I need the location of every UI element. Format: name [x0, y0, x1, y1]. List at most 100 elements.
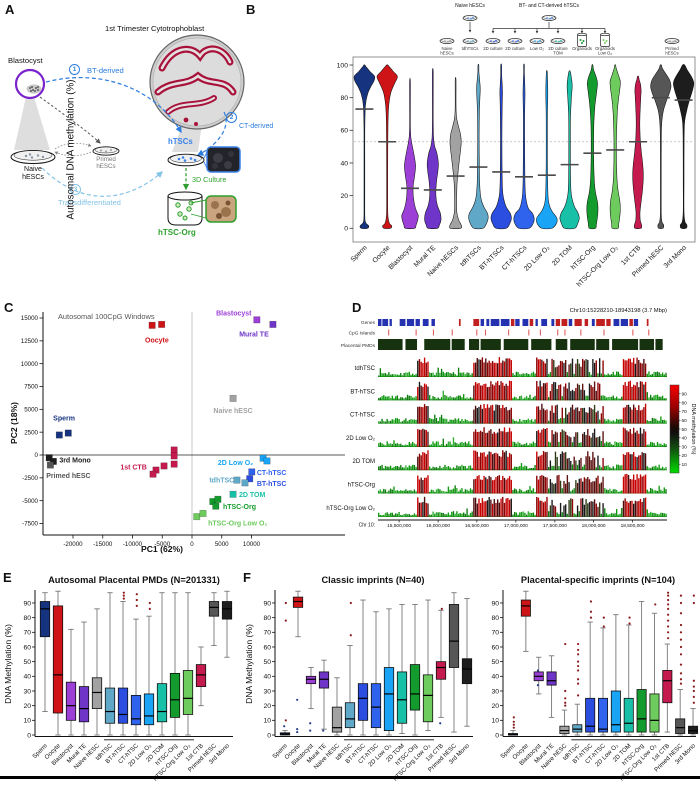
pca-label-BT-hTSC: BT-hTSC [257, 481, 287, 488]
box-outlier [512, 720, 515, 723]
genome-xtick: 16,000,000 [426, 523, 450, 529]
track-label-tdhTSC: tdhTSC [355, 366, 376, 372]
box-outlier [679, 663, 683, 666]
box-outlier [679, 638, 683, 641]
cpg-island-tick [580, 329, 582, 336]
panel-f-boxplots: 0102030405060708090SpermOocyteBlastocyst… [263, 590, 699, 782]
box-3rd Mono [688, 725, 699, 734]
box-outlier [309, 729, 312, 732]
box-outlier [284, 619, 287, 622]
box-2D TOM [156, 683, 168, 723]
cpg-island-tick [451, 329, 453, 336]
panel-d-letter: D [352, 300, 362, 315]
panel-f-ylabel: DNA Methylation (%) [244, 624, 254, 704]
gene-block [555, 319, 561, 326]
gene-block [541, 319, 548, 326]
box-hTSC-Org [169, 672, 181, 718]
box-outlier [692, 679, 695, 682]
pca-point-Naive hESC [229, 394, 237, 402]
colorbar-tick: 10 [682, 462, 688, 468]
pca-label-Sperm: Sperm [53, 415, 75, 422]
violin-ytick: 0 [344, 226, 348, 233]
genome-row-label: Genes [361, 320, 376, 326]
pca-label-3rd Mono: 3rd Mono [59, 457, 91, 464]
violin-BT-hTSCs [490, 63, 512, 230]
panel-f-classic-title: Classic imprints (N=40) [321, 575, 425, 585]
projection-cone-villous [172, 124, 202, 152]
track-label-hTSC-Org Low O₂: hTSC-Org Low O₂ [326, 506, 375, 512]
box-tdhTSC [344, 702, 356, 729]
violin-Naive hESCs [449, 77, 463, 229]
violin-hTSC-Org Low O₂ [609, 64, 621, 230]
placental-pmd-block [555, 339, 568, 350]
box-ytick: 30 [23, 688, 31, 695]
box-outlier [577, 694, 580, 697]
pca-xtick: 10000 [243, 541, 261, 548]
box-outlier [148, 607, 151, 610]
pca-point-Oocyte [158, 320, 166, 328]
cpg-island-tick [415, 329, 417, 336]
pca-ytick: 2500 [24, 429, 38, 436]
box-outlier [667, 598, 670, 602]
panel-f-letter: F [243, 570, 251, 585]
header-jar [577, 34, 587, 47]
pca-point-BT-hTSC [246, 475, 254, 483]
box-1st CTB [662, 670, 673, 704]
header-bottom-label: 2D culture [483, 46, 503, 51]
box-outlier [577, 648, 580, 652]
box-outlier [692, 601, 695, 605]
box-ytick: 60 [263, 644, 271, 651]
box-2D TOM [623, 697, 634, 733]
box-outlier [679, 682, 683, 685]
box-Naive hESC [91, 677, 103, 709]
panel-c-pca-chart: -20000 -15000 -10000 -5000 0 5000 10000 -7500 -5… [21, 310, 345, 548]
header-jar [600, 34, 610, 47]
box-ytick: 30 [491, 688, 499, 695]
panel-e-ylabel: DNA Methylation (%) [3, 624, 13, 704]
pca-point-1st CTB [160, 462, 168, 470]
box-Mural TE [318, 671, 330, 689]
box-Primed hESC [208, 601, 220, 617]
projection-cone-blastocyst [14, 97, 50, 150]
panel-c-xlabel: PC1 (62%) [140, 544, 184, 554]
transdifferentiated-arrow [41, 167, 163, 197]
pca-label-tdhTSC: tdhTSC [209, 477, 234, 484]
box-1st CTB [435, 661, 447, 680]
box-outlier [135, 604, 138, 608]
genome-row-label: CpG Islands [349, 331, 376, 337]
cpg-island-tick [476, 329, 478, 336]
gene-block [473, 319, 480, 326]
cpg-island-tick [528, 329, 530, 336]
gene-block [535, 319, 538, 326]
box-ytick: 70 [263, 630, 271, 637]
header-bottom-label: TOM [553, 51, 563, 56]
violin-xlabel: Blastocyst [388, 244, 415, 271]
header-top-label: Naive hESCs [455, 3, 485, 9]
gene-block [486, 319, 490, 326]
pca-ytick: 0 [35, 452, 39, 459]
colorbar-tick: 40 [682, 436, 688, 442]
box-outlier [577, 669, 580, 672]
cpg-island-tick [432, 329, 435, 336]
box-outlier [602, 625, 605, 628]
violin-xlabel: 2D TOM [551, 244, 574, 267]
panel-f-placental-title: Placental-specific imprints (N=104) [520, 575, 676, 585]
box-BT-hTSC [117, 687, 129, 724]
box-outlier [577, 664, 580, 668]
htscs-label: hTSCs [168, 137, 193, 146]
placental-pmd-block [405, 339, 418, 350]
box-outlier [667, 607, 670, 610]
violin-xlabel: 1st CTB [620, 244, 643, 267]
box-outlier [667, 625, 670, 628]
panel-c-letter: C [4, 300, 14, 315]
gene-block [584, 319, 589, 326]
box-ytick: 0 [495, 732, 499, 739]
placental-pmd-block [424, 339, 451, 350]
panel-a-letter: A [5, 2, 15, 17]
naive-primed-arrow-right [54, 142, 92, 150]
box-ytick: 90 [263, 600, 271, 607]
box-outlier [628, 622, 631, 625]
pca-label-Naive hESC: Naive hESC [213, 408, 252, 415]
gene-block [633, 319, 639, 326]
box-outlier [679, 672, 683, 675]
